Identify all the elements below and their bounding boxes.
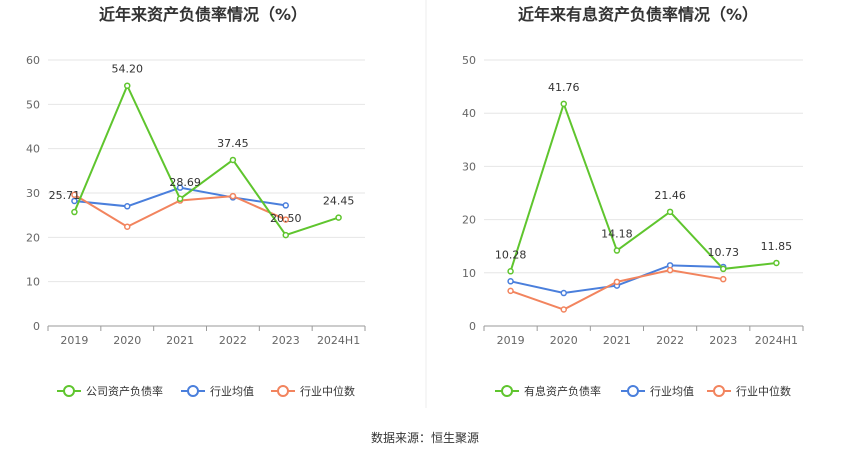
- data-point[interactable]: [613, 278, 621, 286]
- x-tick-label: 2024H1: [755, 334, 798, 347]
- legend-label: 行业均值: [650, 385, 694, 398]
- data-point[interactable]: [773, 259, 780, 267]
- data-point[interactable]: [507, 268, 514, 275]
- data-label: 37.45: [217, 137, 249, 150]
- data-label: 10.73: [708, 246, 740, 259]
- data-point[interactable]: [282, 231, 289, 239]
- legend-marker: [713, 385, 725, 397]
- x-tick-label: 2020: [550, 334, 578, 347]
- data-point[interactable]: [124, 82, 131, 89]
- data-label: 24.45: [323, 195, 355, 208]
- legend-company-ratio[interactable]: 公司资产负债率: [57, 384, 163, 398]
- y-tick-label: 30: [462, 160, 476, 173]
- y-tick-label: 20: [26, 231, 40, 244]
- y-tick-label: 0: [469, 320, 476, 333]
- data-point[interactable]: [229, 156, 237, 164]
- y-tick-label: 40: [26, 143, 40, 156]
- legend-label: 有息资产负债率: [524, 384, 601, 398]
- data-point[interactable]: [282, 216, 289, 223]
- data-label: 21.46: [654, 189, 686, 202]
- data-point[interactable]: [720, 265, 727, 273]
- x-tick-label: 2021: [166, 334, 194, 347]
- legend-marker: [501, 385, 513, 397]
- legend-marker: [187, 385, 199, 397]
- data-point[interactable]: [71, 191, 78, 199]
- data-label: 14.18: [601, 228, 633, 241]
- debt-ratio-chart: 近年来资产负债率情况（%） 0 10 20 30 40 50 60 2019 2020 2021 20…: [26, 5, 366, 398]
- chart-title: 近年来资产负债率情况（%）: [99, 5, 307, 24]
- legend-marker: [627, 385, 639, 397]
- interest-bearing-debt-ratio-chart: 近年来有息资产负债率情况（%） 0 10 20 30 40 50 2019 2020 2021 20…: [462, 5, 804, 398]
- data-label: 25.71: [49, 189, 81, 202]
- data-label: 41.76: [548, 81, 580, 94]
- chart-title: 近年来有息资产负债率情况（%）: [518, 5, 758, 24]
- data-point[interactable]: [176, 184, 184, 191]
- y-tick-label: 40: [462, 107, 476, 120]
- data-point[interactable]: [124, 203, 131, 210]
- data-label: 11.85: [761, 240, 793, 253]
- data-point[interactable]: [282, 202, 289, 209]
- legend-marker: [277, 385, 289, 397]
- data-point[interactable]: [613, 247, 621, 254]
- x-tick-label: 2020: [113, 334, 141, 347]
- data-source: 数据来源：恒生聚源: [371, 430, 479, 445]
- data-point[interactable]: [560, 289, 567, 297]
- legend-industry-average[interactable]: 行业均值: [181, 385, 254, 398]
- data-point[interactable]: [71, 208, 78, 216]
- legend-marker: [63, 385, 75, 397]
- data-label: 10.28: [495, 248, 527, 261]
- data-point[interactable]: [71, 197, 78, 205]
- series-line: [510, 269, 724, 311]
- data-point[interactable]: [124, 223, 131, 230]
- y-tick-label: 50: [462, 54, 476, 67]
- x-tick-label: 2022: [656, 334, 684, 347]
- y-tick-label: 10: [26, 276, 40, 289]
- data-point[interactable]: [507, 278, 514, 285]
- legend-label: 公司资产负债率: [86, 384, 163, 398]
- data-label: 54.20: [112, 63, 144, 76]
- y-tick-label: 10: [462, 267, 476, 280]
- y-tick-label: 20: [462, 214, 476, 227]
- data-point[interactable]: [176, 195, 184, 203]
- data-point[interactable]: [666, 266, 674, 274]
- data-point[interactable]: [229, 192, 237, 200]
- x-tick-label: 2019: [497, 334, 525, 347]
- series-line: [73, 83, 339, 237]
- legend-label: 行业中位数: [300, 384, 355, 398]
- legend-industry-median[interactable]: 行业中位数: [271, 384, 355, 398]
- legend-label: 行业中位数: [736, 384, 791, 398]
- x-tick-label: 2021: [603, 334, 631, 347]
- series-line: [509, 100, 777, 272]
- legend-label: 行业均值: [210, 385, 254, 398]
- data-point[interactable]: [560, 306, 567, 313]
- x-tick-label: 2024H1: [317, 334, 360, 347]
- y-tick-label: 50: [26, 98, 40, 111]
- y-tick-label: 60: [26, 54, 40, 67]
- data-label: 28.69: [169, 176, 201, 189]
- legend-interest-ratio[interactable]: 有息资产负债率: [495, 384, 601, 398]
- x-tick-label: 2019: [60, 334, 88, 347]
- y-tick-label: 30: [26, 187, 40, 200]
- x-tick-label: 2023: [709, 334, 737, 347]
- data-point[interactable]: [335, 214, 342, 221]
- legend-industry-average[interactable]: 行业均值: [621, 385, 694, 398]
- data-point[interactable]: [666, 208, 674, 216]
- data-point[interactable]: [720, 275, 727, 283]
- y-tick-label: 0: [33, 320, 40, 333]
- data-point[interactable]: [560, 100, 567, 108]
- data-point[interactable]: [507, 287, 514, 295]
- x-tick-label: 2022: [219, 334, 247, 347]
- x-tick-label: 2023: [272, 334, 300, 347]
- data-label: 20.50: [270, 212, 302, 225]
- legend-industry-median[interactable]: 行业中位数: [707, 384, 791, 398]
